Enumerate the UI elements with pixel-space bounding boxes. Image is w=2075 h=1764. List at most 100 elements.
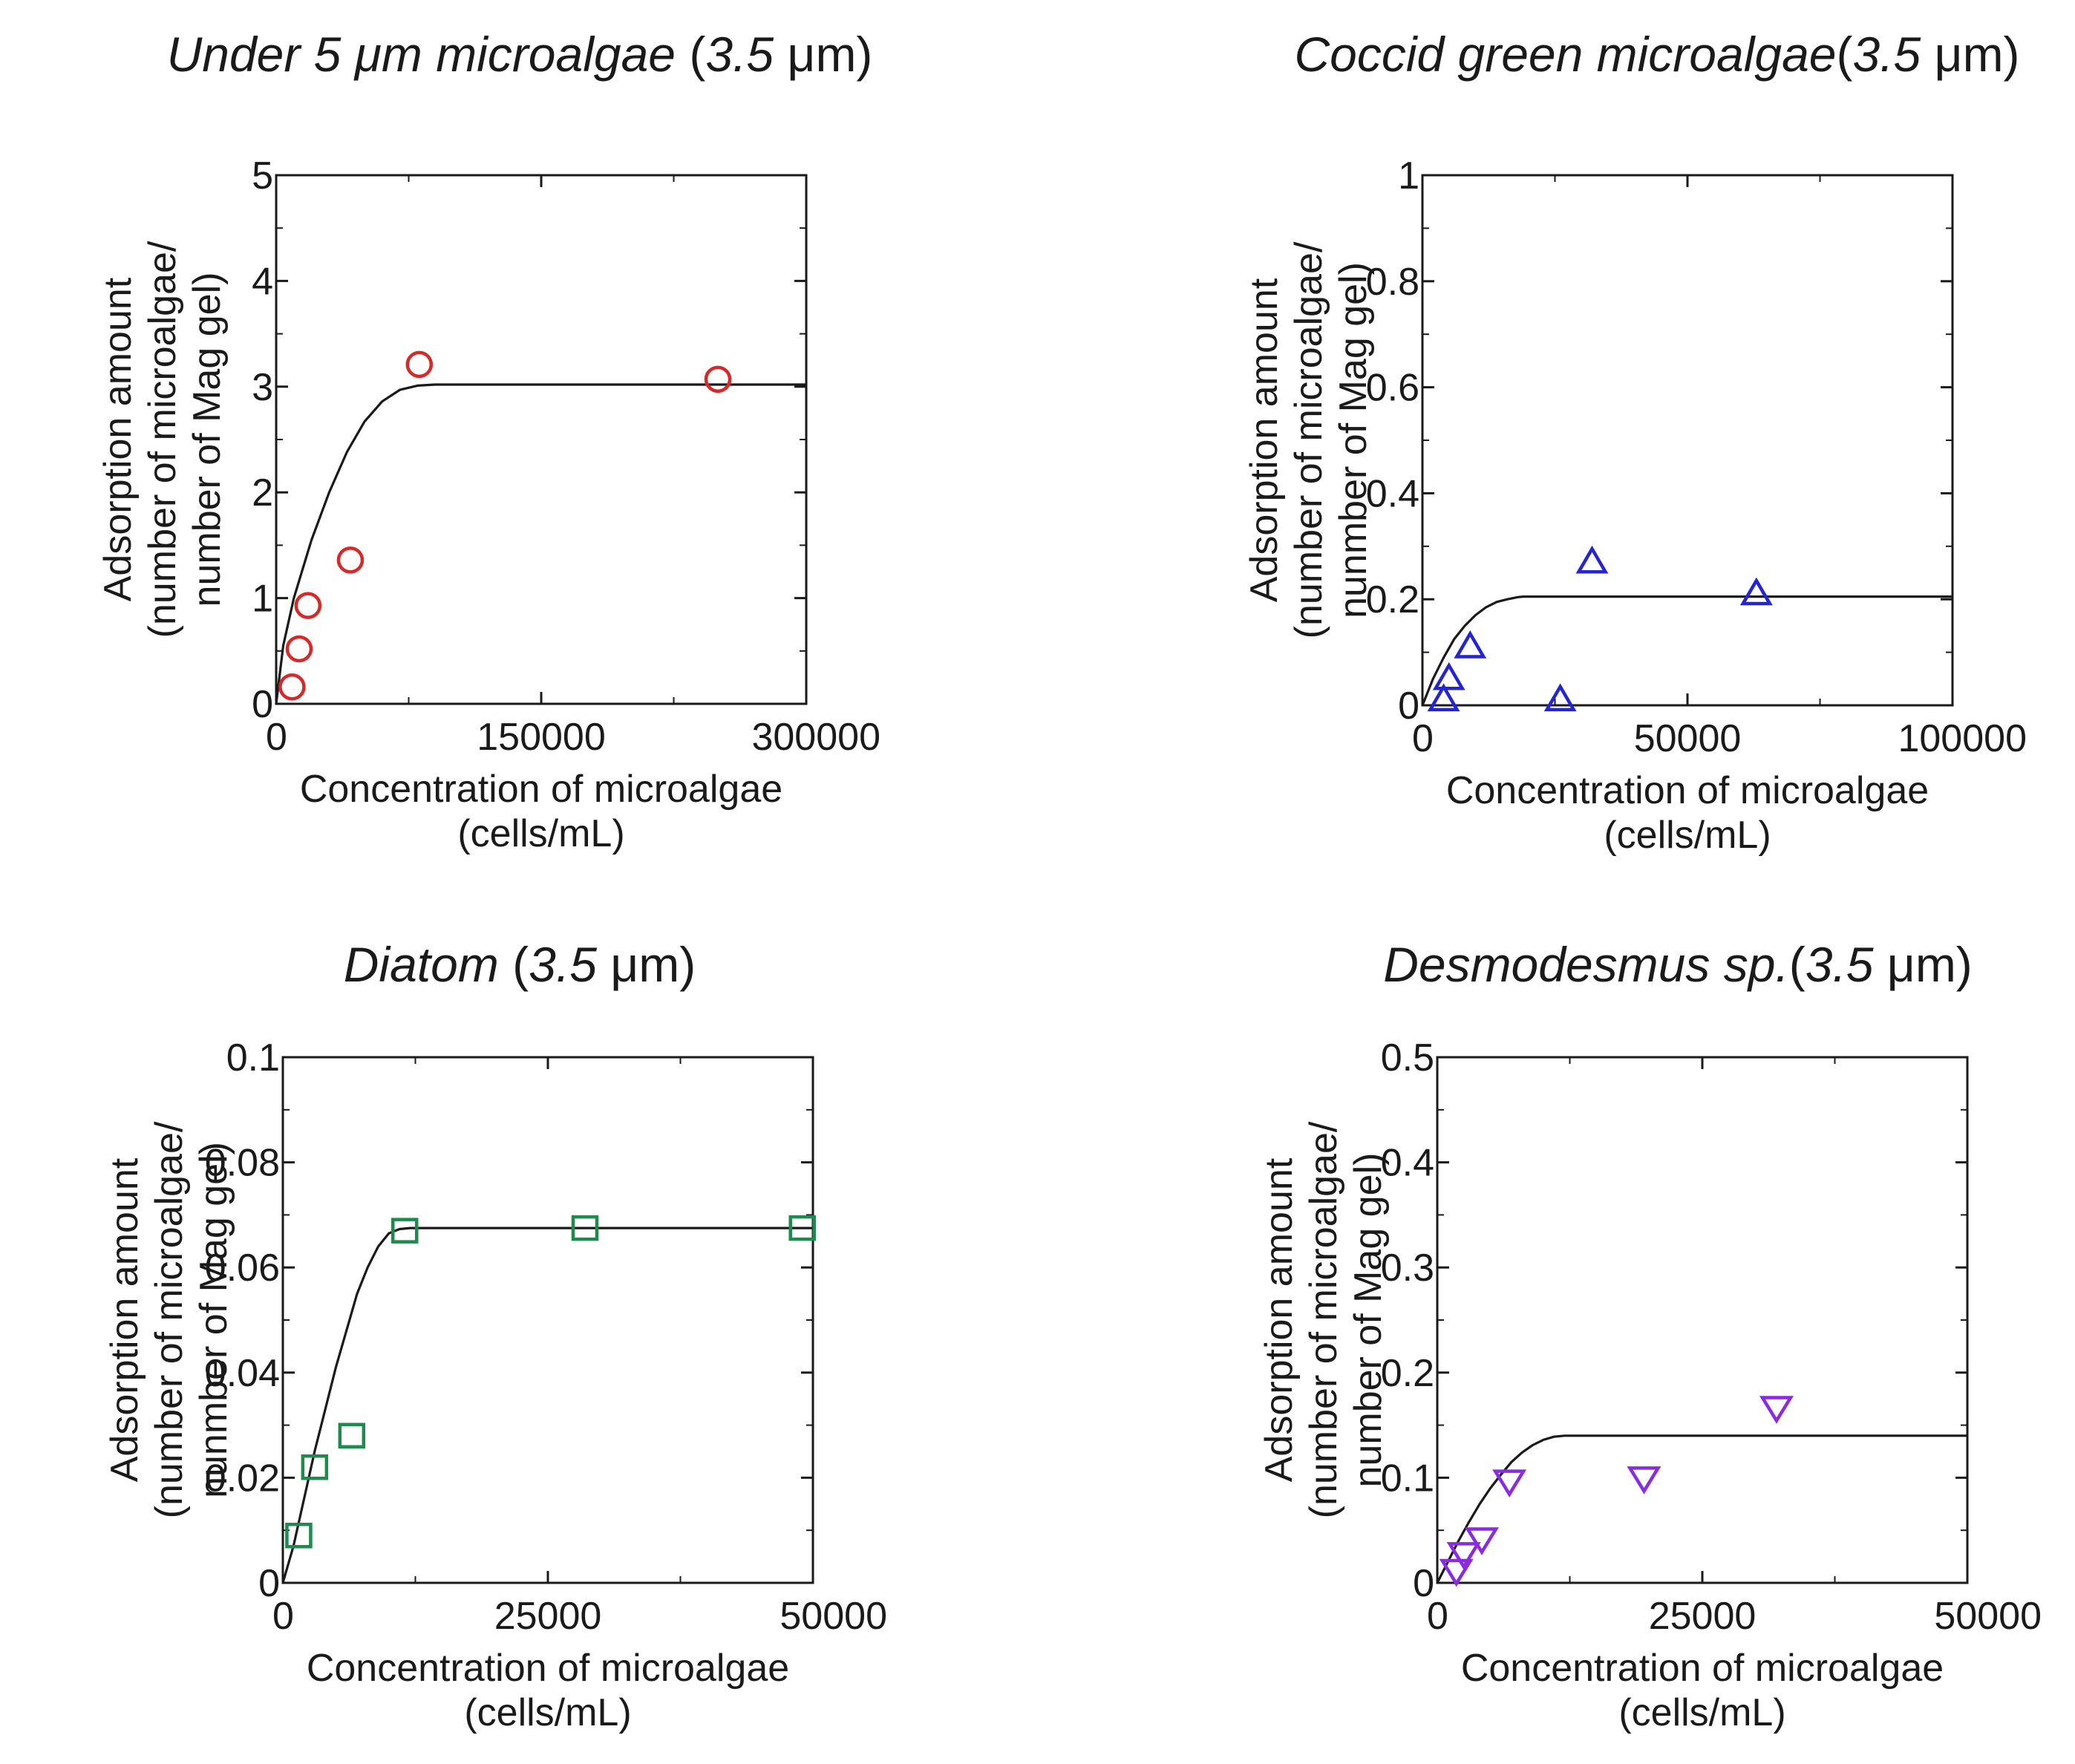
chart-title: Diatom (3.5 μm) xyxy=(344,937,696,992)
data-point xyxy=(1627,1466,1661,1494)
chart-title-italic: Coccid green microalgae xyxy=(1294,27,1836,82)
data-point xyxy=(285,1523,313,1549)
chart-title-italic: Desmodesmus sp. xyxy=(1383,937,1789,992)
y-tick-label: 0.2 xyxy=(1381,1352,1434,1395)
data-point xyxy=(704,365,732,393)
y-tick-label: 1 xyxy=(252,578,273,621)
y-tick-label: 0.4 xyxy=(1366,472,1419,515)
x-tick-label: 300000 xyxy=(751,716,880,759)
x-tick-label: 50000 xyxy=(780,1595,887,1638)
x-tick-label: 0 xyxy=(272,1595,294,1638)
plot-frame xyxy=(275,174,808,705)
chart-title-unit: μm) xyxy=(597,937,696,992)
y-tick-label: 0.2 xyxy=(1366,578,1419,621)
data-point xyxy=(1575,545,1609,574)
data-point xyxy=(1543,683,1577,712)
y-tick-label: 0 xyxy=(1413,1562,1434,1605)
chart-title: Under 5 μm microalgae (3.5 μm) xyxy=(167,27,873,82)
data-point xyxy=(1446,1542,1481,1570)
chart-title-italic: Under 5 μm microalgae xyxy=(167,27,676,82)
x-tick-label: 50000 xyxy=(1934,1595,2042,1638)
data-point xyxy=(1759,1396,1794,1424)
chart-title-italic: Diatom xyxy=(344,937,499,992)
data-point xyxy=(1432,662,1465,690)
y-axis-label: nunmber of Mag gel) xyxy=(192,1142,235,1498)
data-point xyxy=(391,1218,419,1244)
x-tick-label: 25000 xyxy=(1649,1595,1757,1638)
y-axis-label: number of Mag gel) xyxy=(186,272,229,607)
data-point xyxy=(788,1215,816,1241)
y-tick-label: 5 xyxy=(252,154,273,197)
plot-frame xyxy=(1421,174,1954,707)
chart-title-size-italic: 3.5 xyxy=(1852,27,1921,82)
x-axis-label: (cells/mL) xyxy=(457,812,624,855)
y-axis-label: (number of microalgae/ xyxy=(1287,241,1330,638)
data-point xyxy=(301,1454,329,1480)
fit-curve xyxy=(281,1226,813,1584)
fit-curve xyxy=(1421,595,1953,706)
data-point xyxy=(294,592,322,619)
chart-title-paren-open: ( xyxy=(1836,27,1852,82)
y-tick-label: 3 xyxy=(252,366,273,409)
data-point xyxy=(405,350,434,379)
x-tick-label: 50000 xyxy=(1634,717,1742,760)
y-tick-label: 0.4 xyxy=(1381,1142,1434,1185)
chart-title-paren-open: ( xyxy=(1789,937,1806,992)
y-tick-label: 0.06 xyxy=(205,1247,280,1290)
y-axis-label: (number of microalgae/ xyxy=(148,1121,191,1518)
y-tick-label: 0.08 xyxy=(205,1142,280,1185)
y-axis-label: Adsorption amount xyxy=(1243,278,1286,602)
data-point xyxy=(338,1422,366,1449)
x-tick-label: 0 xyxy=(1412,717,1434,760)
x-axis-label: (cells/mL) xyxy=(464,1691,631,1734)
y-tick-label: 0.1 xyxy=(1381,1457,1434,1500)
data-point xyxy=(1464,1527,1499,1555)
y-tick-label: 0.8 xyxy=(1366,261,1419,304)
chart-title-paren-open: ( xyxy=(676,27,705,82)
x-tick-label: 0 xyxy=(1427,1595,1448,1638)
y-axis-label: Adsorption amount xyxy=(1258,1157,1301,1482)
x-axis-label: (cells/mL) xyxy=(1604,814,1771,857)
plot-frame xyxy=(281,1056,814,1584)
x-axis-label: Concentration of microalgae xyxy=(307,1647,789,1690)
y-tick-label: 4 xyxy=(252,260,273,303)
y-tick-label: 0.1 xyxy=(226,1036,280,1079)
x-axis-label: Concentration of microalgae xyxy=(1446,769,1929,812)
y-tick-label: 0.04 xyxy=(205,1352,280,1395)
y-axis-label: nunmber of Mag gel) xyxy=(1332,262,1375,618)
fit-curve xyxy=(1436,1434,1967,1584)
x-axis-label: Concentration of microalgae xyxy=(1461,1647,1944,1690)
data-point xyxy=(1427,683,1460,712)
chart-title-paren-open: ( xyxy=(499,937,529,992)
x-tick-label: 25000 xyxy=(494,1595,602,1638)
data-point xyxy=(1492,1469,1527,1497)
y-tick-label: 0.02 xyxy=(205,1457,280,1500)
x-tick-label: 150000 xyxy=(477,716,606,759)
fit-curve xyxy=(275,383,806,705)
chart-1: Under 5 μm microalgae (3.5 μm) 0 150000 300… xyxy=(97,27,880,855)
data-point xyxy=(1739,577,1773,606)
chart-2: Coccid green microalgae(3.5 μm)0 50000 100… xyxy=(1243,27,2027,857)
y-tick-label: 0.6 xyxy=(1366,367,1419,410)
data-point xyxy=(336,546,365,574)
chart-3: Diatom (3.5 μm) 0 25000 50000 0 0.02 0.04 0.06 0… xyxy=(103,937,887,1734)
y-axis-label: (number of microalgae/ xyxy=(141,241,184,638)
data-point xyxy=(1439,1558,1474,1587)
y-tick-label: 1 xyxy=(1398,154,1419,197)
chart-title-size-italic: 3.5 xyxy=(705,27,774,82)
chart-title-size-italic: 3.5 xyxy=(1806,937,1874,992)
y-tick-label: 0.5 xyxy=(1381,1036,1434,1079)
y-tick-label: 0 xyxy=(1398,685,1419,728)
y-axis-label: (number of microalgae/ xyxy=(1302,1121,1345,1518)
y-axis-label: Adsorption amount xyxy=(103,1157,146,1482)
data-point xyxy=(571,1215,599,1241)
x-tick-label: 100000 xyxy=(1898,717,2027,760)
chart-title-size-italic: 3.5 xyxy=(529,937,597,992)
y-tick-label: 2 xyxy=(252,471,273,514)
chart-4: Desmodesmus sp.(3.5 μm) 0 25000 50000 0 0.1 0.… xyxy=(1258,937,2042,1734)
data-point xyxy=(1454,630,1487,659)
y-tick-label: 0 xyxy=(258,1562,280,1605)
chart-title-unit: μm) xyxy=(1921,27,2019,82)
chart-title: Coccid green microalgae(3.5 μm) xyxy=(1294,27,2019,82)
